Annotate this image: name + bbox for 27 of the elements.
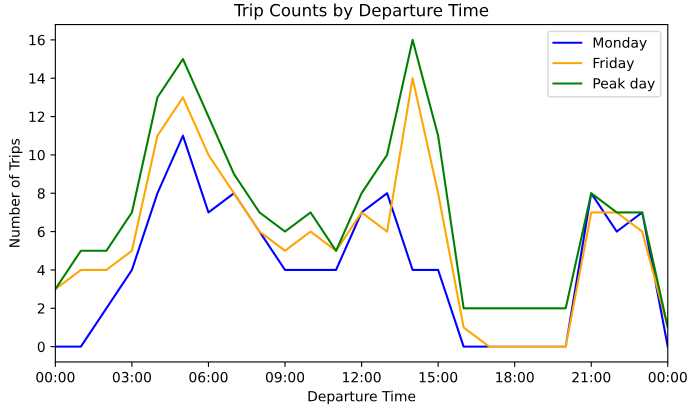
y-tick-label: 4 — [37, 265, 45, 276]
x-tick-label: 00:00 — [36, 372, 74, 382]
y-tick-label: 14 — [29, 73, 45, 84]
legend-label: Peak day — [594, 78, 655, 92]
line-series — [55, 134, 668, 348]
y-tick-label: 8 — [38, 188, 45, 199]
x-tick-label: 00:00 — [648, 372, 687, 382]
line-series — [55, 38, 668, 328]
x-tick-label: 03:00 — [112, 372, 152, 382]
x-tick-label: 06:00 — [189, 372, 228, 382]
y-tick-label: 12 — [29, 112, 44, 122]
x-axis-title: Departure Time — [308, 390, 416, 404]
y-tick-label: 16 — [29, 34, 45, 46]
x-tick-label: 12:00 — [343, 372, 381, 382]
y-tick-label: 10 — [29, 150, 45, 160]
y-tick-label: 6 — [38, 226, 45, 238]
legend-label: Friday — [594, 57, 634, 71]
legend-label: Monday — [594, 37, 647, 50]
chart-title: Trip Counts by Departure Time — [234, 4, 488, 20]
x-tick-label: 09:00 — [266, 372, 304, 382]
y-axis-title: Number of Trips — [8, 138, 22, 247]
x-tick-label: 15:00 — [420, 372, 458, 382]
y-tick-label: 2 — [38, 303, 44, 314]
y-tick-label: 0 — [38, 342, 45, 352]
line-series — [55, 77, 668, 348]
x-tick-label: 18:00 — [496, 372, 534, 382]
x-tick-label: 21:00 — [572, 372, 610, 382]
